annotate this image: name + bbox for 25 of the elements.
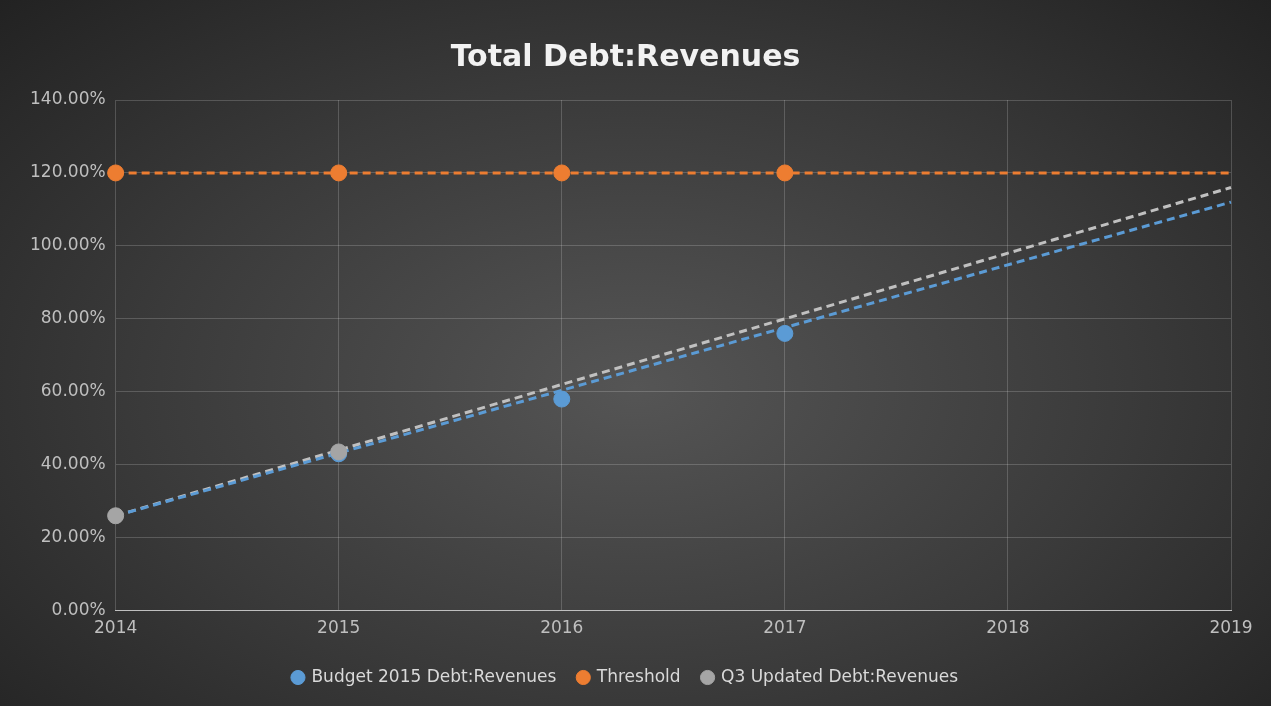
x-tick-label: 2015 [317, 617, 361, 638]
x-tick-label: 2017 [763, 617, 807, 638]
point [553, 164, 571, 182]
y-tick-label: 60.00% [40, 380, 106, 401]
point [776, 164, 794, 182]
x-tick-label: 2018 [986, 617, 1030, 638]
point [330, 164, 348, 182]
y-tick-label: 20.00% [40, 526, 106, 547]
legend-label: Budget 2015 Debt:Revenues [311, 665, 557, 686]
legend-label: Threshold [595, 665, 681, 686]
y-tick-label: 0.00% [51, 599, 106, 620]
x-tick-label: 2014 [94, 617, 138, 638]
point [776, 324, 794, 342]
point [107, 164, 125, 182]
x-tick-label: 2019 [1209, 617, 1253, 638]
y-tick-label: 100.00% [30, 234, 106, 255]
y-tick-label: 40.00% [40, 453, 106, 474]
y-tick-label: 120.00% [30, 161, 106, 182]
y-tick-label: 80.00% [40, 307, 106, 328]
point [107, 507, 125, 525]
y-tick-label: 140.00% [30, 88, 106, 109]
chart-title: Total Debt:Revenues [450, 37, 801, 73]
x-tick-label: 2016 [540, 617, 584, 638]
point [553, 390, 571, 408]
legend-label: Q3 Updated Debt:Revenues [721, 665, 959, 686]
